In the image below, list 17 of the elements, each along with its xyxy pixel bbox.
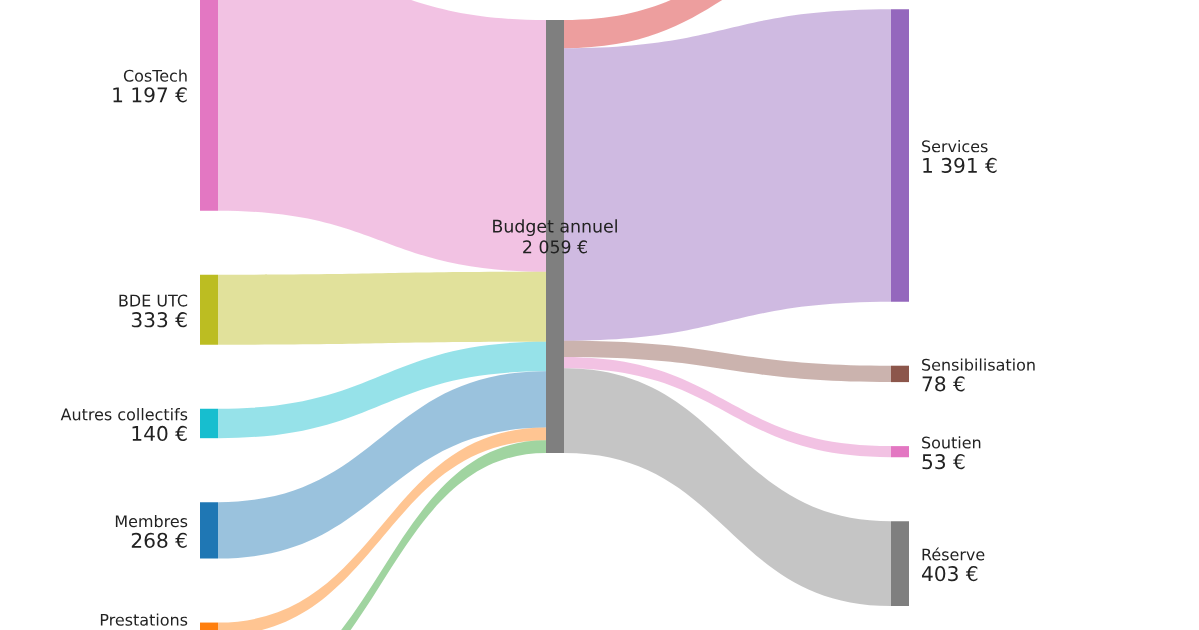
category-label: Prestations [100, 613, 188, 626]
category-label: Sensibilisation [922, 358, 1035, 371]
category-label: Réserve [922, 547, 985, 561]
category-label: CosTech [123, 69, 187, 82]
category-label: BDE UTC [119, 294, 188, 307]
data-label: 333 € [131, 312, 187, 328]
data-label: 78 € [922, 376, 965, 392]
category-label: Membres [115, 514, 188, 528]
data-label: 1 197 € [113, 87, 187, 103]
data-label: 140 € [132, 425, 187, 442]
data-label: 268 € [131, 532, 187, 548]
data-label: 53 € [922, 454, 965, 470]
category-label: Soutien [922, 436, 981, 449]
category-label: Services [922, 139, 988, 153]
category-label: Autres collectifs [60, 408, 188, 421]
data-label: 1 391 € [923, 157, 997, 174]
data-label: 403 € [921, 565, 978, 582]
